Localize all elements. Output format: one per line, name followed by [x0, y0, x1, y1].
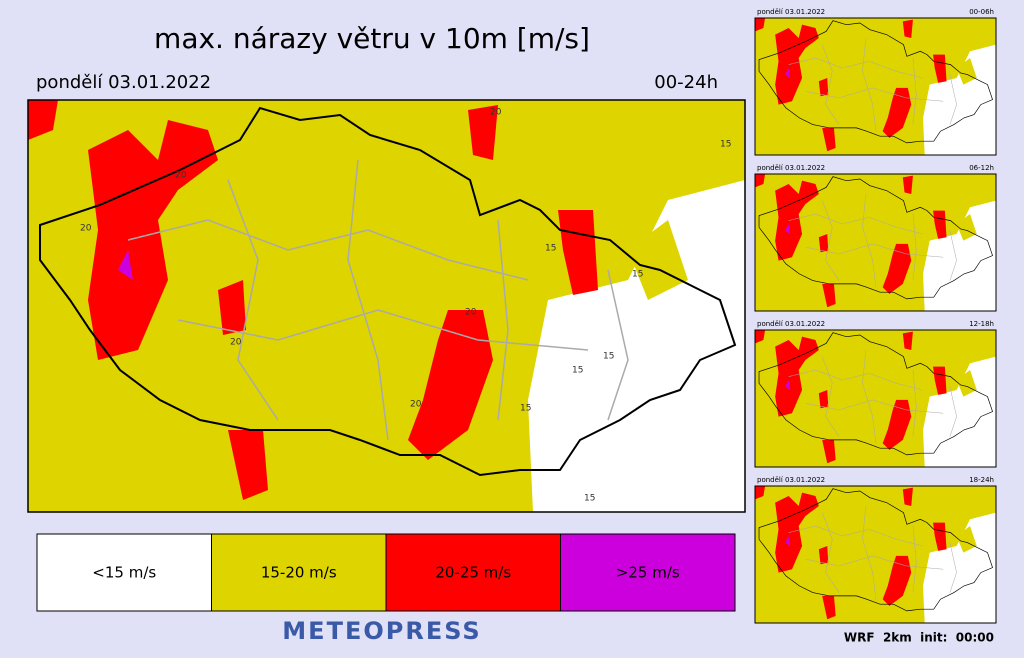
small-map	[754, 17, 997, 156]
contour-label: 15	[520, 404, 531, 414]
small-map	[754, 329, 997, 468]
small-date: pondělí 03.01.2022	[757, 320, 825, 328]
small-map-frame	[754, 329, 997, 468]
contour-label: 15	[545, 244, 556, 254]
small-maps: pondělí 03.01.2022 00-06h pondělí 03.01.20…	[754, 8, 997, 624]
small-date: pondělí 03.01.2022	[757, 8, 825, 16]
period: 00-24h	[654, 72, 718, 93]
small-period: 18-24h	[969, 476, 994, 484]
small-map-frame	[754, 485, 997, 624]
small-map-body	[754, 485, 997, 624]
small-map-body	[754, 329, 997, 468]
main-map	[27, 99, 746, 513]
contour-label: 20	[175, 171, 187, 181]
legend-label: 15-20 m/s	[261, 564, 337, 582]
legend-label: <15 m/s	[92, 564, 156, 582]
contour-label: 20	[490, 108, 502, 118]
date: pondělí 03.01.2022	[36, 72, 211, 93]
contour-label: 20	[80, 224, 92, 234]
contour-label: 15	[572, 366, 583, 376]
contour-label: 20	[465, 308, 477, 318]
legend-label: >25 m/s	[616, 564, 680, 582]
brand: METEOPRESS	[282, 617, 481, 645]
contour-label: 15	[720, 140, 731, 150]
small-period: 06-12h	[969, 164, 994, 172]
title: max. nárazy větru v 10m [m/s]	[154, 22, 590, 55]
legend-swatch	[385, 533, 561, 612]
small-map-frame	[754, 173, 997, 312]
small-map-body	[754, 173, 997, 312]
small-map	[754, 173, 997, 312]
small-map	[754, 485, 997, 624]
legend: <15 m/s 15-20 m/s 20-25 m/s >25 m/s	[36, 533, 736, 612]
small-period: 12-18h	[969, 320, 994, 328]
contour-label: 20	[230, 338, 242, 348]
small-date: pondělí 03.01.2022	[757, 476, 825, 484]
contour-label: 20	[410, 400, 422, 410]
contour-label: 15	[632, 270, 643, 280]
legend-swatch	[36, 533, 212, 612]
small-map-body	[754, 17, 997, 156]
legend-label: 20-25 m/s	[435, 564, 511, 582]
model-info: WRF 2km init: 00:00	[844, 631, 994, 645]
small-period: 00-06h	[969, 8, 994, 16]
legend-swatch	[560, 533, 736, 612]
contour-labels: 20 15 15 15 20 20 20 15 15 20 15 20 15	[80, 108, 731, 504]
small-date: pondělí 03.01.2022	[757, 164, 825, 172]
contour-label: 15	[603, 352, 614, 362]
small-map-frame	[754, 17, 997, 156]
contour-label: 15	[584, 494, 595, 504]
